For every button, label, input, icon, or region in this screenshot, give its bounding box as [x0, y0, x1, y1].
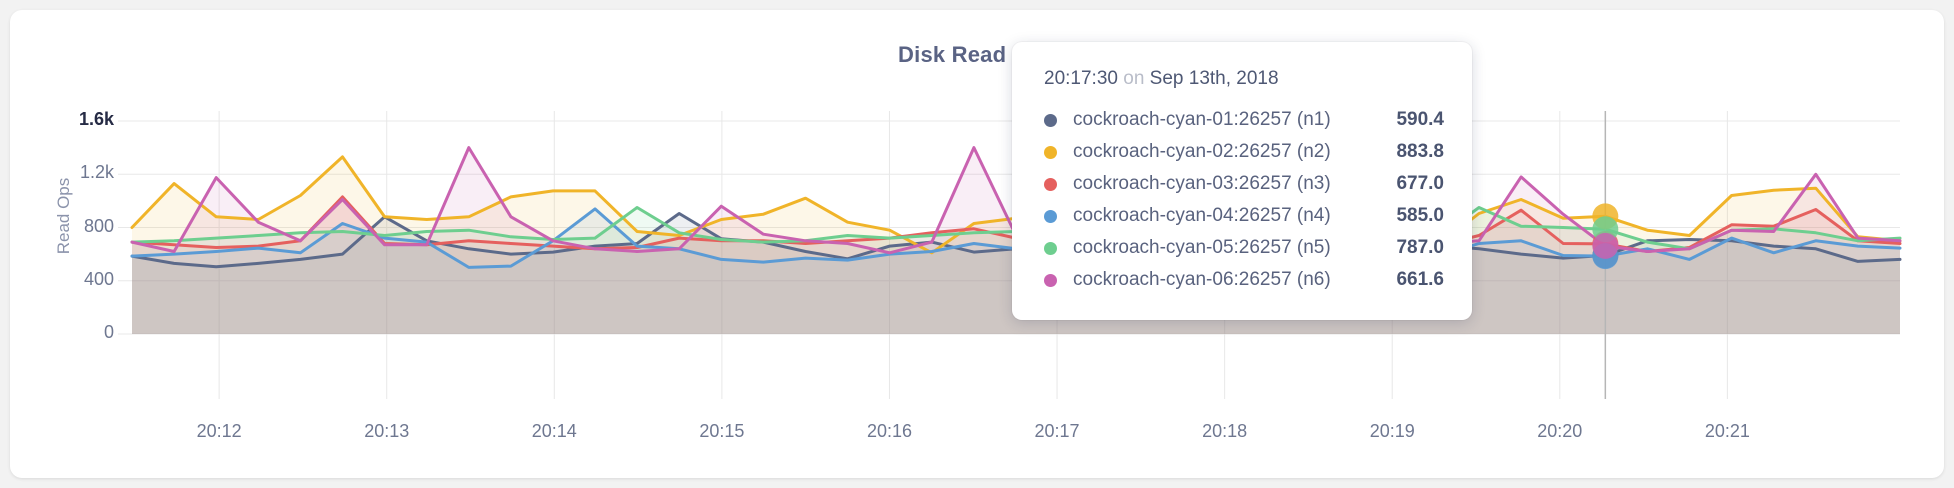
tooltip-series-label: cockroach-cyan-01:26257 (n1) [1073, 109, 1331, 130]
tooltip-on-word: on [1123, 68, 1145, 89]
tooltip-date: Sep 13th, 2018 [1149, 68, 1279, 89]
series-color-dot-icon [1044, 113, 1057, 127]
y-tick-label: 0 [103, 322, 114, 342]
x-tick-label: 20:14 [531, 421, 577, 441]
tooltip-series-label: cockroach-cyan-04:26257 (n4) [1073, 205, 1331, 226]
x-tick-label: 20:21 [1704, 421, 1750, 441]
tooltip-series-value: 883.8 [1396, 141, 1444, 162]
chart-plot-area[interactable]: Read Ops 1.6k 1.2k 800 400 0 20:12 20:13 20:14… [10, 10, 1944, 478]
tooltip-row: cockroach-cyan-01:26257 (n1) 590.4 [1044, 104, 1444, 136]
x-tick-label: 20:20 [1537, 421, 1583, 441]
tooltip-row: cockroach-cyan-06:26257 (n6) 661.6 [1044, 264, 1444, 296]
series-color-dot-icon [1044, 241, 1057, 255]
x-tick-label: 20:15 [699, 421, 745, 441]
tooltip-timestamp: 20:17:30 on Sep 13th, 2018 [1044, 68, 1444, 90]
tooltip-time: 20:17:30 [1044, 68, 1118, 89]
tooltip-row: cockroach-cyan-03:26257 (n3) 677.0 [1044, 168, 1444, 200]
y-tick-label: 400 [83, 268, 114, 289]
y-tick-label: 1.6k [78, 109, 114, 129]
x-tick-label: 20:13 [364, 421, 410, 441]
tooltip-series-label: cockroach-cyan-02:26257 (n2) [1073, 141, 1331, 162]
line-chart-svg[interactable] [10, 10, 1944, 478]
tooltip-row: cockroach-cyan-02:26257 (n2) 883.8 [1044, 136, 1444, 168]
tooltip-series-label: cockroach-cyan-05:26257 (n5) [1073, 237, 1331, 258]
tooltip-series-label: cockroach-cyan-03:26257 (n3) [1073, 173, 1331, 194]
series-color-dot-icon [1044, 209, 1057, 223]
x-tick-label: 20:12 [196, 421, 242, 441]
tooltip-series-list: cockroach-cyan-01:26257 (n1) 590.4 cockroa… [1044, 104, 1444, 296]
x-tick-label: 20:18 [1202, 421, 1248, 441]
series-color-dot-icon [1044, 273, 1057, 287]
y-tick-label: 800 [83, 215, 114, 236]
x-tick-label: 20:17 [1034, 421, 1080, 441]
series-color-dot-icon [1044, 177, 1057, 191]
tooltip-series-value: 677.0 [1396, 173, 1444, 194]
y-tick-label: 1.2k [79, 162, 114, 183]
tooltip-series-value: 590.4 [1396, 109, 1444, 130]
tooltip-series-value: 585.0 [1396, 205, 1444, 226]
x-tick-label: 20:16 [866, 421, 912, 441]
hover-tooltip: 20:17:30 on Sep 13th, 2018 cockroach-cya… [1012, 42, 1472, 320]
tooltip-row: cockroach-cyan-05:26257 (n5) 787.0 [1044, 232, 1444, 264]
tooltip-series-label: cockroach-cyan-06:26257 (n6) [1073, 269, 1331, 290]
chart-card: Disk Read Ops Read Ops 1.6k 1.2k 800 400 0 2… [10, 10, 1944, 478]
x-tick-label: 20:19 [1369, 421, 1415, 441]
tooltip-series-value: 661.6 [1396, 269, 1444, 290]
tooltip-row: cockroach-cyan-04:26257 (n4) 585.0 [1044, 200, 1444, 232]
series-color-dot-icon [1044, 145, 1057, 159]
tooltip-series-value: 787.0 [1396, 237, 1444, 258]
hover-markers [1592, 203, 1619, 270]
